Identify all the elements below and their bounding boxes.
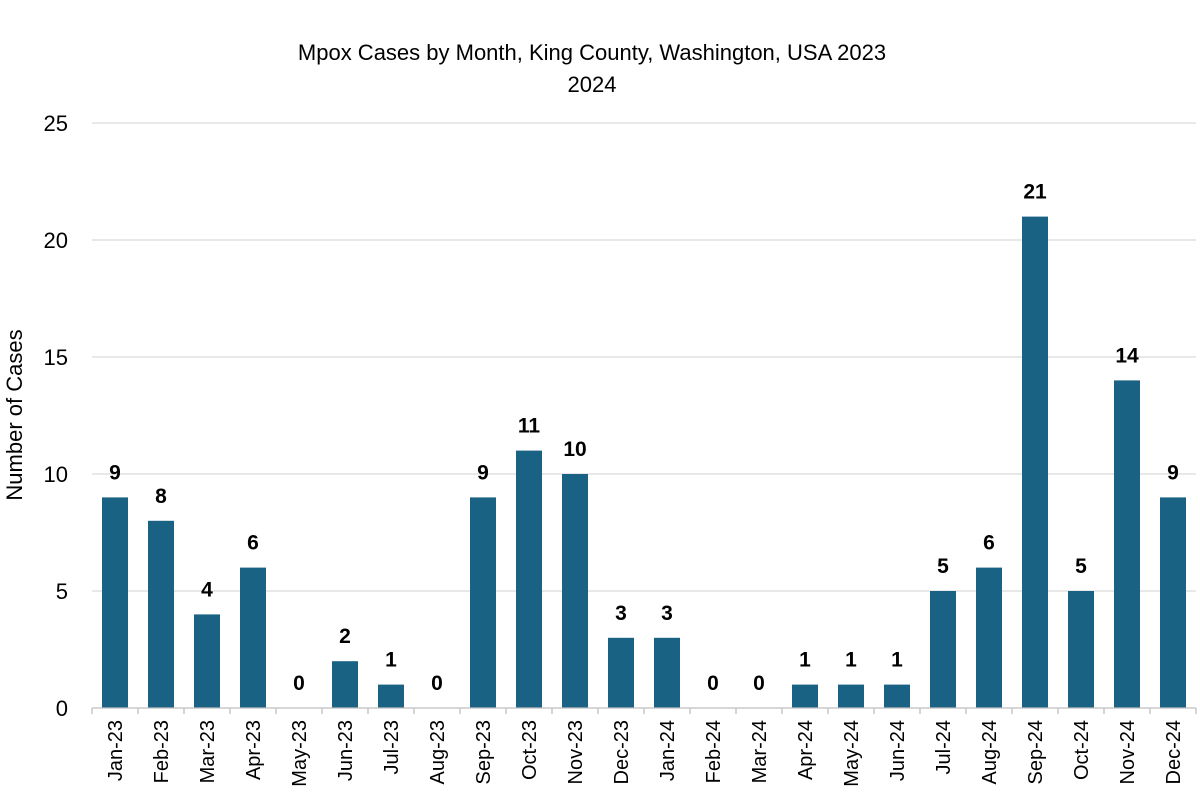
- data-label: 6: [247, 532, 259, 555]
- bar: [1022, 216, 1048, 708]
- data-label: 0: [707, 672, 719, 695]
- x-tick-label: Jun-23: [335, 720, 357, 781]
- bar: [194, 614, 220, 708]
- bar: [516, 450, 542, 708]
- y-tick-label: 15: [44, 345, 68, 370]
- data-label: 21: [1023, 181, 1047, 204]
- data-label: 1: [891, 649, 903, 672]
- x-tick-label: Apr-23: [243, 720, 265, 780]
- data-label: 6: [983, 532, 995, 555]
- data-label: 1: [845, 649, 857, 672]
- bar: [102, 497, 128, 708]
- data-label: 3: [615, 602, 627, 625]
- x-tick-label: Nov-24: [1117, 720, 1139, 784]
- data-label: 9: [109, 461, 121, 484]
- chart-subtitle: 2024: [567, 72, 617, 97]
- x-tick-label: Mar-23: [197, 720, 219, 783]
- bar: [1160, 497, 1186, 708]
- x-tick-label: Feb-24: [703, 720, 725, 783]
- x-tick-label: Jan-24: [657, 720, 679, 781]
- bar: [240, 567, 266, 708]
- data-label: 14: [1115, 344, 1139, 367]
- bar: [562, 474, 588, 708]
- data-label: 4: [201, 578, 213, 601]
- x-tick-label: Oct-23: [519, 720, 541, 780]
- data-label: 9: [1167, 461, 1179, 484]
- x-tick-label: Jan-23: [105, 720, 127, 781]
- y-tick-label: 20: [44, 228, 68, 253]
- chart-title: Mpox Cases by Month, King County, Washin…: [297, 40, 887, 65]
- y-tick-label: 0: [56, 696, 68, 721]
- x-tick-label: Feb-23: [151, 720, 173, 783]
- x-tick-label: Sep-24: [1025, 720, 1047, 785]
- data-label: 10: [563, 438, 586, 461]
- x-tick-label: Sep-23: [473, 720, 495, 785]
- data-label: 1: [799, 649, 811, 672]
- x-tick-label: Dec-23: [611, 720, 633, 784]
- x-tick-label: Dec-24: [1163, 720, 1185, 784]
- bar: [470, 497, 496, 708]
- bar: [332, 661, 358, 708]
- bar: [930, 591, 956, 708]
- data-label: 11: [518, 415, 541, 438]
- y-tick-label: 5: [56, 579, 68, 604]
- data-label: 0: [431, 672, 443, 695]
- x-tick-label: Nov-23: [565, 720, 587, 784]
- data-label: 3: [661, 602, 673, 625]
- x-tick-label: Mar-24: [749, 720, 771, 783]
- x-tick-label: Oct-24: [1071, 720, 1093, 780]
- data-label: 0: [753, 672, 765, 695]
- data-label: 5: [937, 555, 949, 578]
- bar: [148, 520, 174, 708]
- data-label: 0: [293, 672, 305, 695]
- x-tick-label: Aug-23: [427, 720, 449, 785]
- y-tick-label: 10: [44, 462, 68, 487]
- y-tick-label: 25: [44, 111, 68, 136]
- x-tick-label: Jul-23: [381, 720, 403, 774]
- x-tick-label: Apr-24: [795, 720, 817, 780]
- x-tick-label: Jun-24: [887, 720, 909, 781]
- data-label: 8: [155, 485, 167, 508]
- bar: [1114, 380, 1140, 708]
- y-axis-label: Number of Cases: [2, 329, 27, 500]
- x-tick-label: Jul-24: [933, 720, 955, 774]
- bar: [1068, 591, 1094, 708]
- bar: [884, 684, 910, 708]
- bar: [654, 637, 680, 708]
- bar: [838, 684, 864, 708]
- data-label: 9: [477, 461, 489, 484]
- data-label: 5: [1075, 555, 1087, 578]
- bar: [976, 567, 1002, 708]
- x-tick-label: May-23: [289, 720, 311, 787]
- x-tick-label: May-24: [841, 720, 863, 787]
- x-tick-label: Aug-24: [979, 720, 1001, 785]
- data-label: 1: [385, 649, 397, 672]
- bar: [378, 684, 404, 708]
- data-label: 2: [339, 625, 351, 648]
- bar: [792, 684, 818, 708]
- bar: [608, 637, 634, 708]
